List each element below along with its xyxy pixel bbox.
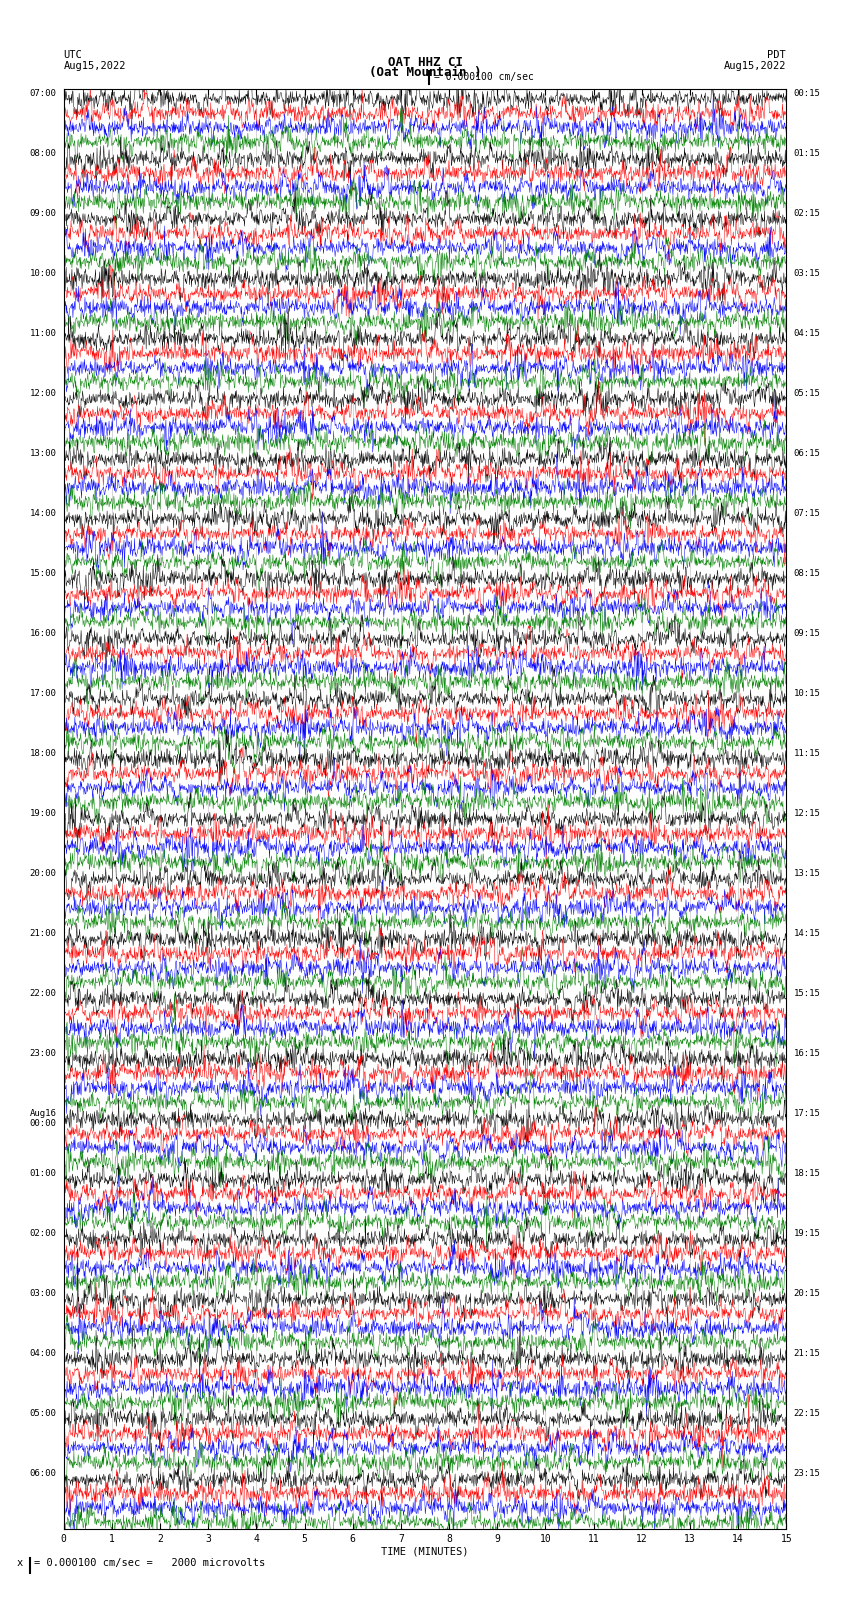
Text: 05:15: 05:15 bbox=[794, 389, 820, 398]
Text: 20:00: 20:00 bbox=[30, 869, 56, 877]
Text: 11:15: 11:15 bbox=[794, 748, 820, 758]
Text: 23:00: 23:00 bbox=[30, 1048, 56, 1058]
Text: 06:15: 06:15 bbox=[794, 448, 820, 458]
Text: Aug15,2022: Aug15,2022 bbox=[64, 61, 127, 71]
X-axis label: TIME (MINUTES): TIME (MINUTES) bbox=[382, 1547, 468, 1557]
Text: 11:00: 11:00 bbox=[30, 329, 56, 337]
Text: 01:00: 01:00 bbox=[30, 1169, 56, 1177]
Text: (Oat Mountain ): (Oat Mountain ) bbox=[369, 66, 481, 79]
Text: 13:00: 13:00 bbox=[30, 448, 56, 458]
Text: x: x bbox=[17, 1558, 23, 1568]
Text: Aug15,2022: Aug15,2022 bbox=[723, 61, 786, 71]
Text: 18:15: 18:15 bbox=[794, 1169, 820, 1177]
Text: 13:15: 13:15 bbox=[794, 869, 820, 877]
Text: 15:00: 15:00 bbox=[30, 569, 56, 577]
Text: 19:15: 19:15 bbox=[794, 1229, 820, 1239]
Text: 00:00: 00:00 bbox=[30, 1119, 56, 1127]
Text: 21:00: 21:00 bbox=[30, 929, 56, 937]
Text: 15:15: 15:15 bbox=[794, 989, 820, 998]
Text: 00:15: 00:15 bbox=[794, 89, 820, 98]
Text: 17:15: 17:15 bbox=[794, 1110, 820, 1118]
Text: 07:15: 07:15 bbox=[794, 508, 820, 518]
Text: 06:00: 06:00 bbox=[30, 1469, 56, 1478]
Text: = 0.000100 cm/sec: = 0.000100 cm/sec bbox=[434, 73, 534, 82]
Text: 16:15: 16:15 bbox=[794, 1048, 820, 1058]
Text: 09:15: 09:15 bbox=[794, 629, 820, 637]
Text: 08:00: 08:00 bbox=[30, 148, 56, 158]
Text: 14:00: 14:00 bbox=[30, 508, 56, 518]
Text: 04:15: 04:15 bbox=[794, 329, 820, 337]
Text: 02:00: 02:00 bbox=[30, 1229, 56, 1239]
Text: UTC: UTC bbox=[64, 50, 82, 60]
Text: 16:00: 16:00 bbox=[30, 629, 56, 637]
Text: 17:00: 17:00 bbox=[30, 689, 56, 698]
Text: 14:15: 14:15 bbox=[794, 929, 820, 937]
Text: 01:15: 01:15 bbox=[794, 148, 820, 158]
Text: 22:15: 22:15 bbox=[794, 1410, 820, 1418]
Text: 18:00: 18:00 bbox=[30, 748, 56, 758]
Text: 20:15: 20:15 bbox=[794, 1289, 820, 1298]
Text: PDT: PDT bbox=[768, 50, 786, 60]
Text: OAT HHZ CI: OAT HHZ CI bbox=[388, 55, 462, 69]
Text: 12:15: 12:15 bbox=[794, 810, 820, 818]
Text: Aug16: Aug16 bbox=[30, 1110, 56, 1118]
Text: 10:15: 10:15 bbox=[794, 689, 820, 698]
Text: 04:00: 04:00 bbox=[30, 1348, 56, 1358]
Text: 12:00: 12:00 bbox=[30, 389, 56, 398]
Text: 09:00: 09:00 bbox=[30, 208, 56, 218]
Text: 03:00: 03:00 bbox=[30, 1289, 56, 1298]
Text: 07:00: 07:00 bbox=[30, 89, 56, 98]
Text: 10:00: 10:00 bbox=[30, 269, 56, 277]
Text: = 0.000100 cm/sec =   2000 microvolts: = 0.000100 cm/sec = 2000 microvolts bbox=[34, 1558, 265, 1568]
Text: 22:00: 22:00 bbox=[30, 989, 56, 998]
Text: 05:00: 05:00 bbox=[30, 1410, 56, 1418]
Text: 02:15: 02:15 bbox=[794, 208, 820, 218]
Text: 23:15: 23:15 bbox=[794, 1469, 820, 1478]
Text: 19:00: 19:00 bbox=[30, 810, 56, 818]
Text: 21:15: 21:15 bbox=[794, 1348, 820, 1358]
Text: 03:15: 03:15 bbox=[794, 269, 820, 277]
Text: 08:15: 08:15 bbox=[794, 569, 820, 577]
